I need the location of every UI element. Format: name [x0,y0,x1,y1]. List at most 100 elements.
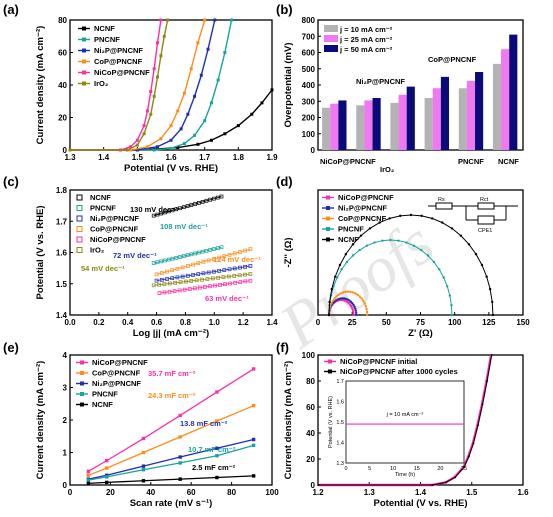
y-tick-label: 1 [63,449,68,458]
bar [432,88,441,150]
legend-marker [76,205,83,211]
data-point [129,145,133,149]
data-point [438,268,441,271]
panel-label-d: (d) [276,174,293,189]
data-point [270,88,274,92]
data-point [251,404,256,408]
x-tick-label: 25 [348,318,357,327]
y-tick-label: 1.6 [56,249,68,258]
legend-marker [76,226,83,232]
y-tick-label: 1.8 [56,186,68,195]
x-tick-label: 150 [516,318,530,327]
legend-marker [82,48,86,53]
data-point [215,195,220,200]
data-point [373,241,376,244]
y-tick-label: 3 [63,384,68,393]
data-point [491,313,495,317]
inset-x-tick: 5 [368,466,371,472]
y-tick-label: 2 [63,416,68,425]
slope-label: 124 mV dec⁻¹ [213,255,261,264]
y-tick-label: 0 [311,146,316,155]
data-point [169,124,173,128]
data-point [356,293,359,296]
bar [398,94,407,150]
data-point [199,73,203,77]
category-label: IrO₂ [380,165,394,174]
x-tick-label: 0.0 [64,318,76,327]
data-point [196,142,200,146]
x-tick-label: 0.2 [93,318,105,327]
data-point [176,109,180,113]
data-point [209,138,213,142]
x-tick-label: 125 [482,318,496,327]
data-point [189,67,193,71]
data-point [446,285,449,288]
legend-marker [326,195,330,200]
data-point [209,101,213,105]
data-point [149,112,153,116]
data-point [365,244,369,247]
legend-marker [82,81,86,86]
data-point [330,287,333,291]
legend-swatch [324,45,338,52]
x-tick-label: 1.5 [466,488,478,497]
y-axis-label: Current density (mA cm⁻²) [283,361,294,480]
data-point [216,78,220,82]
data-point [203,18,207,22]
circuit-resistor-rct [477,202,495,210]
x-tick-label: 1.6 [165,153,177,162]
data-point [363,302,366,305]
data-point [179,127,183,131]
legend-marker [76,247,83,253]
data-point [488,287,492,291]
x-axis-label: Potential (V vs. RHE) [124,163,218,174]
data-point [353,305,356,308]
bar [492,63,502,150]
data-point [445,481,448,484]
panel-label-f: (f) [276,340,289,355]
y-tick-label: 100 [302,130,316,139]
data-point [381,239,384,242]
legend-entry: CoP@PNCNF [92,369,141,378]
data-point [333,297,336,300]
data-point [159,211,164,216]
data-point [152,67,156,71]
data-point [193,133,197,137]
data-point [355,313,358,317]
data-point [159,137,163,141]
category-label: CoP@PNCNF [428,55,477,64]
fit-line [159,280,251,294]
data-point [472,442,475,445]
data-point [317,484,320,486]
legend-entry: NiCoP@PNCNF [94,68,150,77]
data-point [485,275,488,278]
data-point [105,475,109,479]
data-point [335,276,339,279]
legend-entry: NCNF [90,193,111,202]
panel-f: (f)1.2 1.3 1.4 1.5 1.6020406080100Potential … [276,340,529,509]
x-tick-label: 80 [227,488,236,497]
panel-e: (e) 0 20 40 60 80 100 0 1 2 3 4 Scan rate (mV s⁻¹) Cu… [3,340,279,509]
data-point [182,142,186,145]
data-point [142,132,146,136]
series-line [70,19,216,151]
capacitance-label: 2.5 mF cm⁻² [192,463,236,472]
data-point [105,480,109,485]
data-point [344,290,347,294]
data-point [141,436,146,441]
x-tick-label: 0.6 [151,318,163,327]
data-point [145,109,149,113]
legend-marker [328,359,332,364]
legend-entry: Ni₂P@PNCNF [94,46,143,55]
data-point [491,300,494,304]
data-point [448,294,452,297]
fit-line [153,273,251,286]
legend-swatch [324,25,338,32]
data-point [200,199,205,204]
data-point [176,146,180,150]
legend-entry: NCNF [338,235,359,244]
data-point [441,221,444,224]
x-tick-label: 0.4 [122,318,134,327]
y-tick-label: 1.4 [56,311,68,320]
series-line [70,19,233,151]
